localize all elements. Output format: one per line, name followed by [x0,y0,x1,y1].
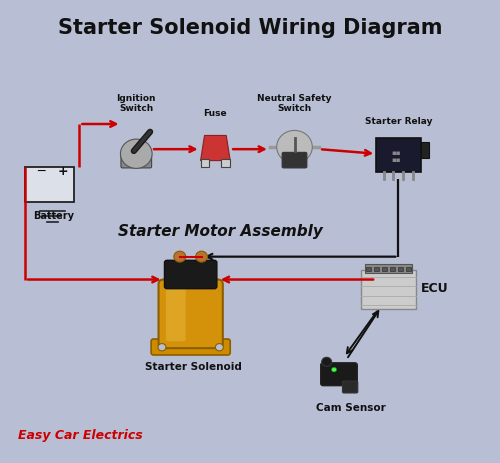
Text: ─: ─ [38,165,45,178]
FancyBboxPatch shape [164,260,217,289]
FancyBboxPatch shape [25,168,74,202]
Circle shape [276,131,312,163]
Bar [366,267,371,271]
Text: ECU: ECU [420,282,448,295]
Bar [398,267,403,271]
Circle shape [120,139,152,169]
Bar [374,267,379,271]
Circle shape [322,357,332,366]
Text: +: + [58,165,68,178]
Polygon shape [200,136,230,161]
FancyBboxPatch shape [320,363,358,386]
FancyBboxPatch shape [166,287,186,341]
Circle shape [196,251,207,262]
Text: Starter Solenoid: Starter Solenoid [144,362,242,372]
FancyBboxPatch shape [376,138,420,172]
Text: Battery: Battery [32,211,74,221]
FancyBboxPatch shape [282,152,307,168]
FancyBboxPatch shape [222,159,230,167]
FancyBboxPatch shape [342,381,358,393]
Text: Starter Relay: Starter Relay [364,117,432,126]
FancyBboxPatch shape [420,142,430,158]
Text: Ignition
Switch: Ignition Switch [116,94,156,113]
FancyBboxPatch shape [151,339,230,355]
Text: Starter Solenoid Wiring Diagram: Starter Solenoid Wiring Diagram [58,18,442,38]
Text: Cam Sensor: Cam Sensor [316,403,386,413]
Circle shape [216,344,224,351]
Circle shape [174,251,186,262]
FancyBboxPatch shape [364,264,412,273]
FancyBboxPatch shape [158,280,223,348]
Text: Neutral Safety
Switch: Neutral Safety Switch [257,94,332,113]
FancyBboxPatch shape [361,270,416,309]
Bar [390,267,395,271]
Bar [406,267,410,271]
Circle shape [332,367,336,372]
Text: Fuse: Fuse [204,109,227,118]
Text: Easy Car Electrics: Easy Car Electrics [18,429,142,442]
Text: Starter Motor Assembly: Starter Motor Assembly [118,224,323,239]
FancyBboxPatch shape [121,155,152,168]
Circle shape [158,344,166,351]
Text: ▪▪
▪▪: ▪▪ ▪▪ [391,150,400,163]
FancyBboxPatch shape [200,159,209,167]
Bar [382,267,387,271]
